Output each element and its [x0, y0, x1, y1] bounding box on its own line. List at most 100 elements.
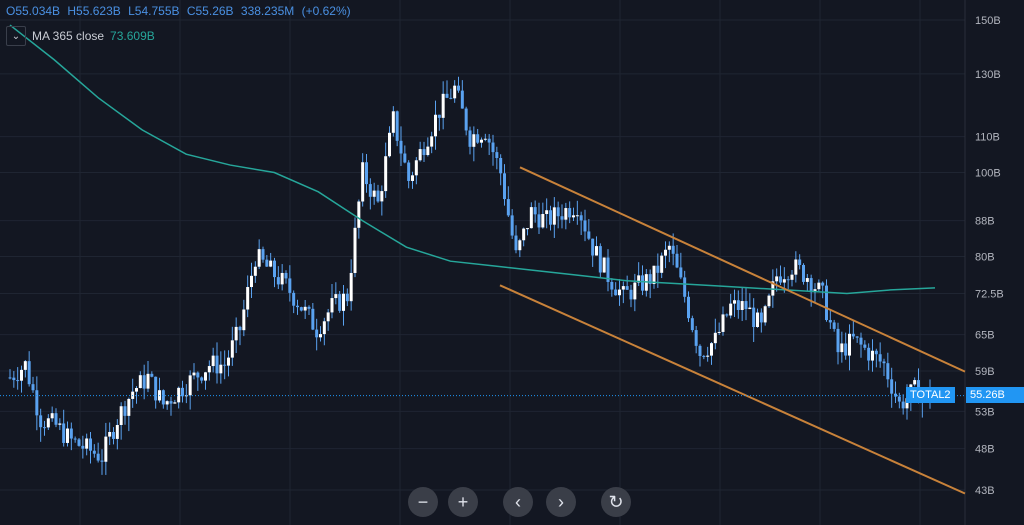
- zoom-in-button[interactable]: +: [448, 487, 478, 517]
- candle-body: [687, 296, 690, 319]
- candle-body: [763, 306, 767, 323]
- candle-body: [334, 294, 338, 299]
- candle-body: [192, 372, 196, 376]
- candle-body: [66, 428, 69, 443]
- chevron-down-icon[interactable]: ⌄: [6, 26, 26, 46]
- scroll-left-button[interactable]: ‹: [503, 487, 533, 517]
- candle-body: [411, 175, 414, 181]
- candle-body: [510, 215, 514, 236]
- candle-body: [679, 267, 683, 278]
- ma-365-line: [9, 24, 936, 295]
- candle-body: [859, 337, 863, 345]
- candle-body: [905, 398, 909, 409]
- candle-body: [119, 406, 123, 425]
- candle-body: [744, 301, 748, 310]
- candle-body: [894, 393, 897, 397]
- candle-body: [69, 428, 73, 439]
- candle-body: [16, 380, 20, 382]
- candle-body: [614, 289, 618, 296]
- channel-lower-line: [499, 284, 966, 495]
- candle-body: [706, 355, 710, 357]
- candle-body: [483, 138, 487, 140]
- candle-body: [303, 306, 307, 311]
- indicator-value: 73.609B: [110, 29, 155, 43]
- candle-body: [480, 139, 483, 143]
- close-value: C55.26B: [186, 4, 234, 18]
- candle-body: [556, 207, 560, 217]
- candle-body: [587, 231, 591, 239]
- candle-body: [215, 355, 219, 374]
- candle-body: [779, 276, 782, 283]
- candle-body: [733, 300, 736, 304]
- candle-body: [81, 445, 85, 449]
- candle-body: [58, 423, 62, 425]
- candle-body: [138, 375, 142, 389]
- candle-body: [223, 364, 227, 366]
- candle-body: [326, 312, 330, 322]
- candle-body: [35, 390, 39, 416]
- candle-body: [280, 272, 284, 285]
- candle-body: [533, 207, 537, 215]
- candle-body: [568, 208, 572, 218]
- candle-body: [173, 402, 177, 404]
- candle-body: [288, 278, 292, 293]
- candle-body: [204, 372, 207, 381]
- candle-body: [775, 276, 779, 282]
- candle-body: [506, 199, 510, 216]
- candle-body: [273, 260, 276, 278]
- candle-body: [840, 343, 844, 353]
- candle-body: [694, 330, 698, 346]
- candle-body: [154, 376, 158, 401]
- candle-body: [77, 439, 81, 446]
- candle-body: [552, 207, 556, 225]
- candle-body: [253, 266, 257, 276]
- candle-body: [161, 390, 165, 405]
- candle-body: [794, 259, 798, 275]
- candle-body: [756, 312, 759, 327]
- candle-body: [39, 415, 43, 428]
- candle-body: [196, 372, 200, 378]
- candle-body: [426, 146, 430, 156]
- zoom-out-button[interactable]: −: [408, 487, 438, 517]
- candle-body: [311, 308, 315, 330]
- candle-body: [434, 114, 437, 137]
- candle-body: [790, 274, 794, 280]
- candle-body: [242, 309, 246, 331]
- candle-body: [384, 156, 388, 192]
- candle-body: [376, 190, 380, 202]
- candle-body: [380, 191, 384, 202]
- candle-body: [445, 93, 449, 98]
- low-value: L54.755B: [128, 4, 180, 18]
- candle-body: [104, 436, 108, 462]
- candle-body: [123, 406, 127, 416]
- candle-body: [349, 272, 353, 302]
- candle-body: [115, 424, 119, 439]
- candle-body: [472, 134, 476, 147]
- candle-body: [729, 303, 733, 316]
- candle-body: [495, 152, 499, 159]
- candle-body: [73, 438, 77, 440]
- candle-body: [606, 257, 610, 282]
- candle-body: [836, 328, 840, 353]
- candle-body: [100, 460, 104, 462]
- candle-body: [441, 93, 445, 118]
- candle-body: [851, 333, 855, 337]
- candle-body: [315, 329, 319, 338]
- candle-body: [200, 377, 204, 381]
- candle-body: [127, 398, 131, 416]
- candle-body: [897, 396, 901, 402]
- candle-body: [307, 306, 311, 309]
- candle-body: [809, 278, 813, 293]
- candle-body: [407, 162, 411, 181]
- candle-body: [96, 453, 100, 461]
- ohlc-legend: O55.034B H55.623B L54.755B C55.26B 338.2…: [6, 4, 355, 18]
- scroll-right-button[interactable]: ›: [546, 487, 576, 517]
- candle-body: [821, 282, 825, 286]
- candle-body: [545, 210, 549, 214]
- candle-body: [882, 361, 886, 364]
- candle-body: [690, 318, 694, 331]
- candle-body: [46, 418, 50, 428]
- reset-chart-button[interactable]: ↻: [601, 487, 631, 517]
- candle-body: [633, 282, 637, 300]
